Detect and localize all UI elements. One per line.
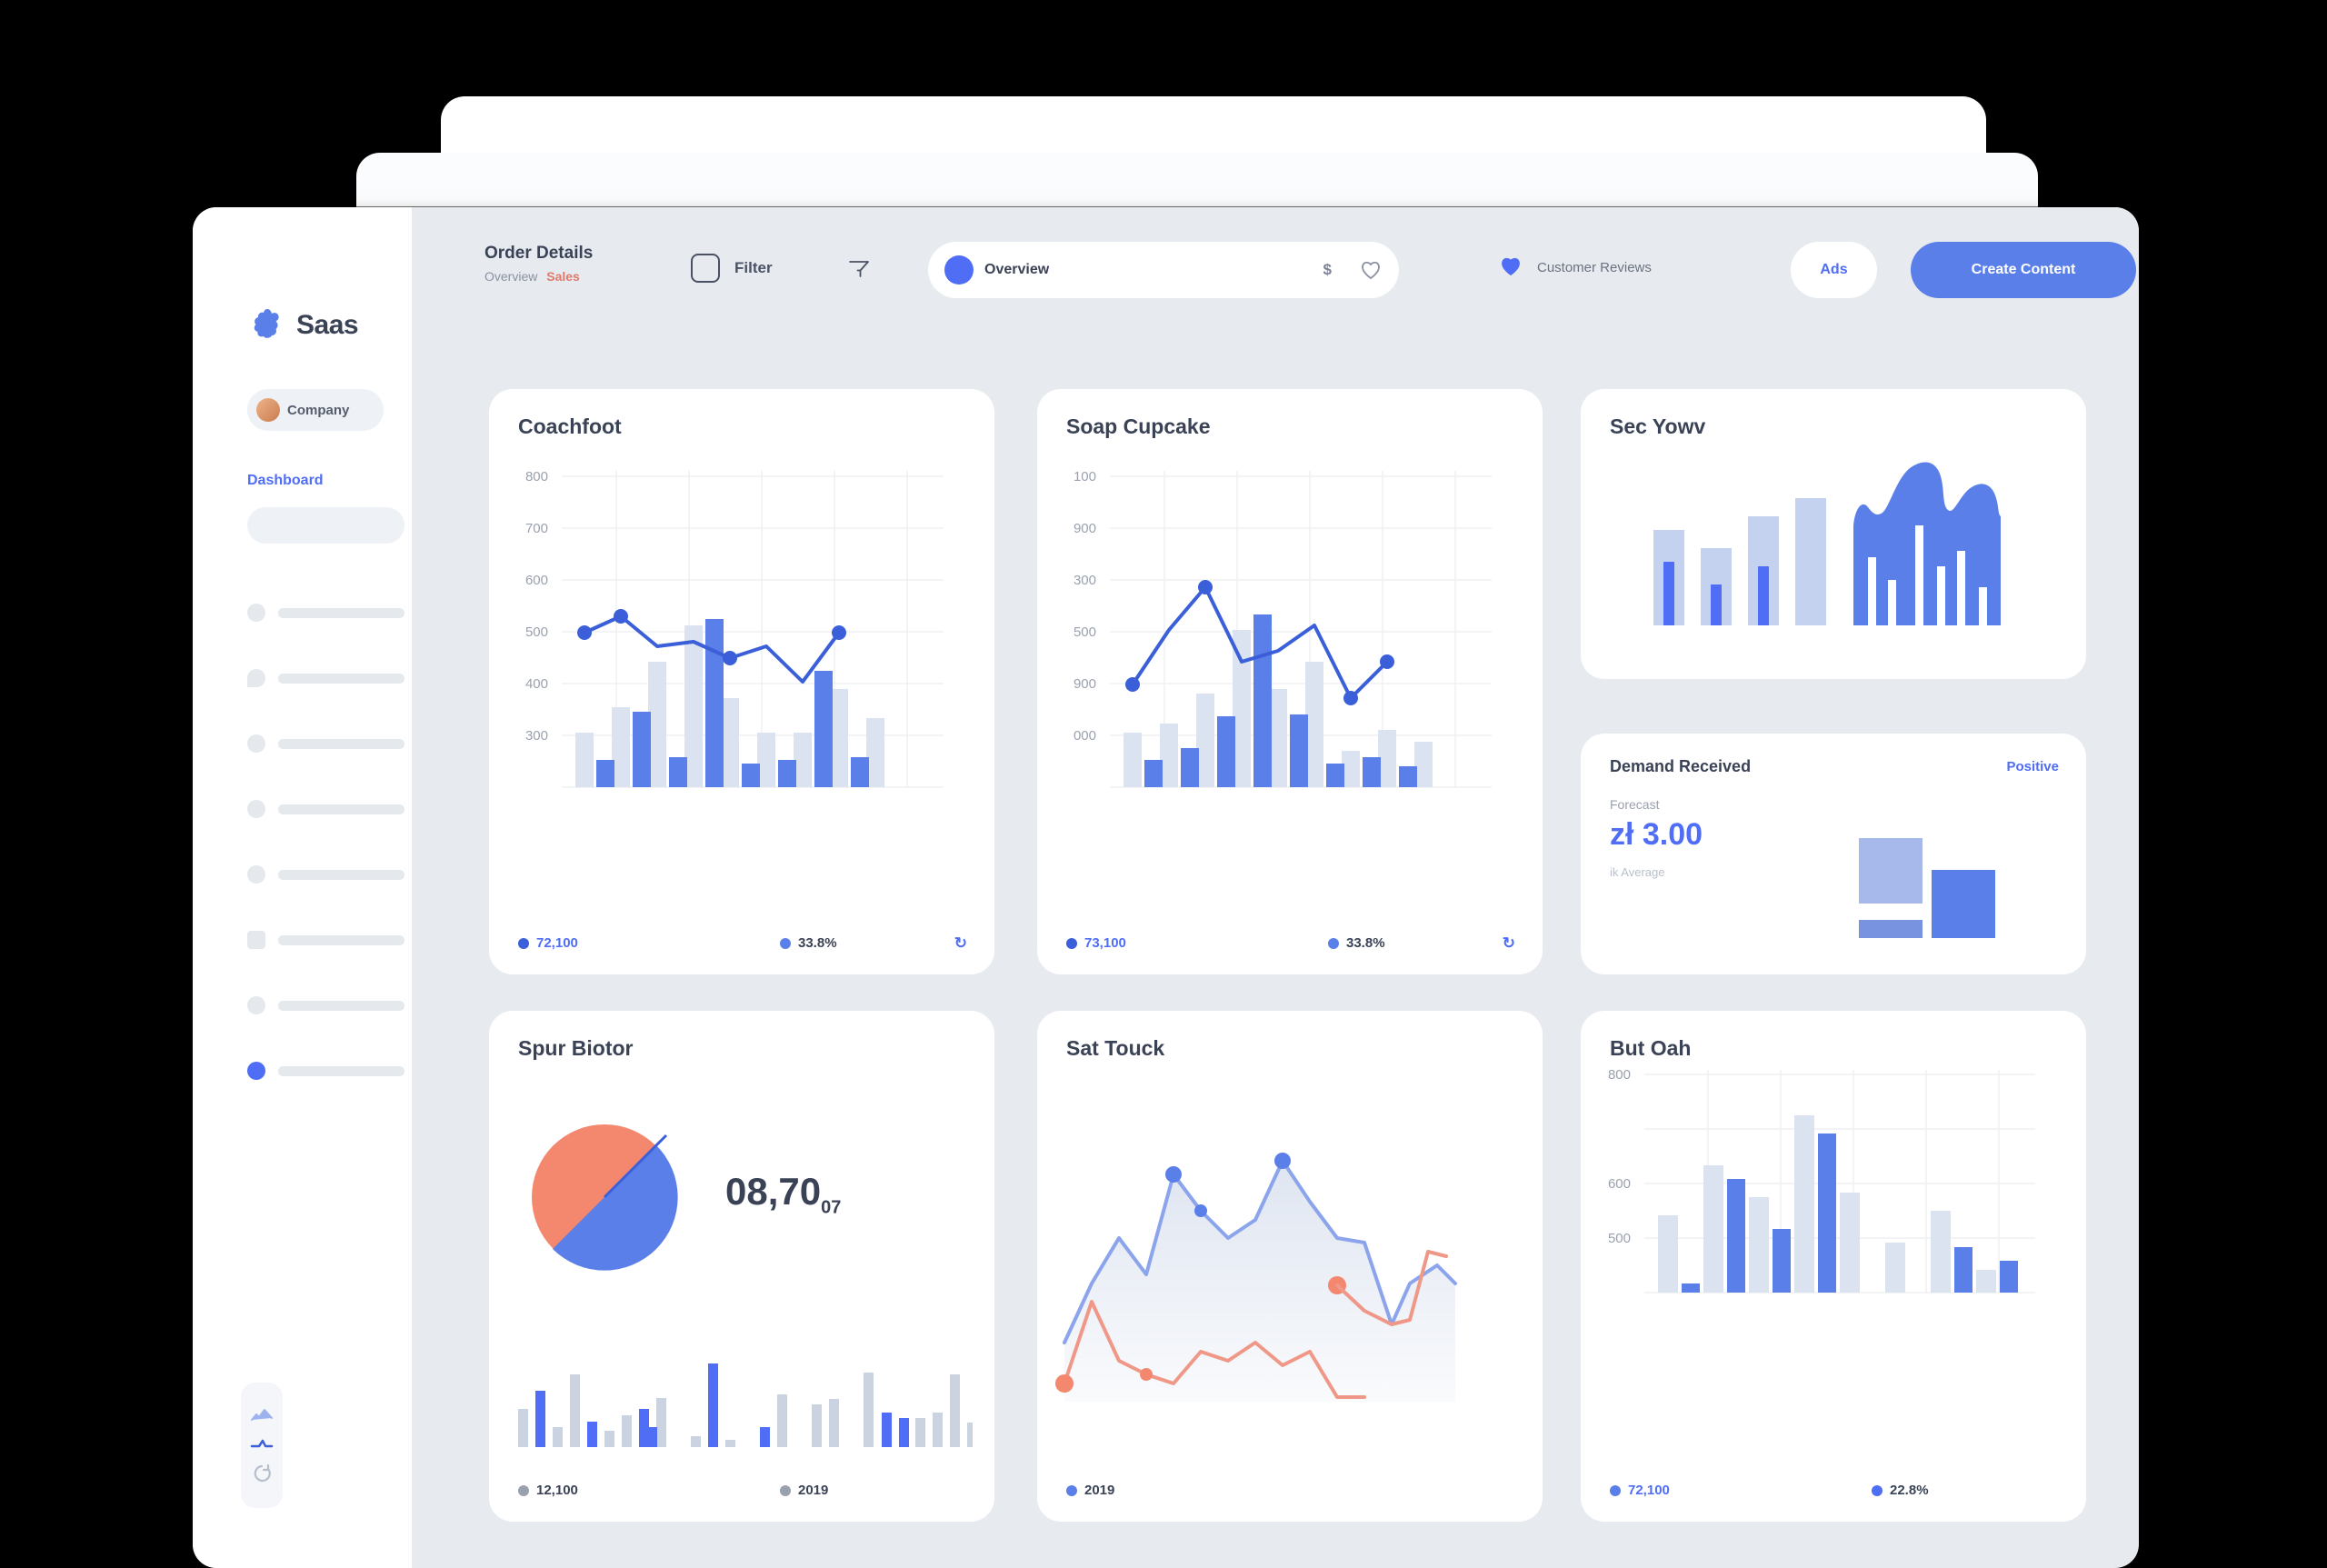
svg-text:000: 000 bbox=[1074, 728, 1096, 744]
svg-text:300: 300 bbox=[1074, 573, 1096, 588]
svg-text:100: 100 bbox=[1074, 469, 1096, 484]
svg-text:600: 600 bbox=[1608, 1176, 1631, 1192]
svg-text:400: 400 bbox=[525, 676, 548, 692]
svg-text:300: 300 bbox=[525, 728, 548, 744]
svg-text:800: 800 bbox=[525, 469, 548, 484]
svg-text:600: 600 bbox=[525, 573, 548, 588]
svg-text:500: 500 bbox=[1608, 1231, 1631, 1246]
svg-text:500: 500 bbox=[525, 624, 548, 640]
svg-text:500: 500 bbox=[1074, 624, 1096, 640]
svg-text:700: 700 bbox=[525, 521, 548, 536]
svg-text:900: 900 bbox=[1074, 676, 1096, 692]
svg-text:900: 900 bbox=[1074, 521, 1096, 536]
svg-text:800: 800 bbox=[1608, 1067, 1631, 1083]
